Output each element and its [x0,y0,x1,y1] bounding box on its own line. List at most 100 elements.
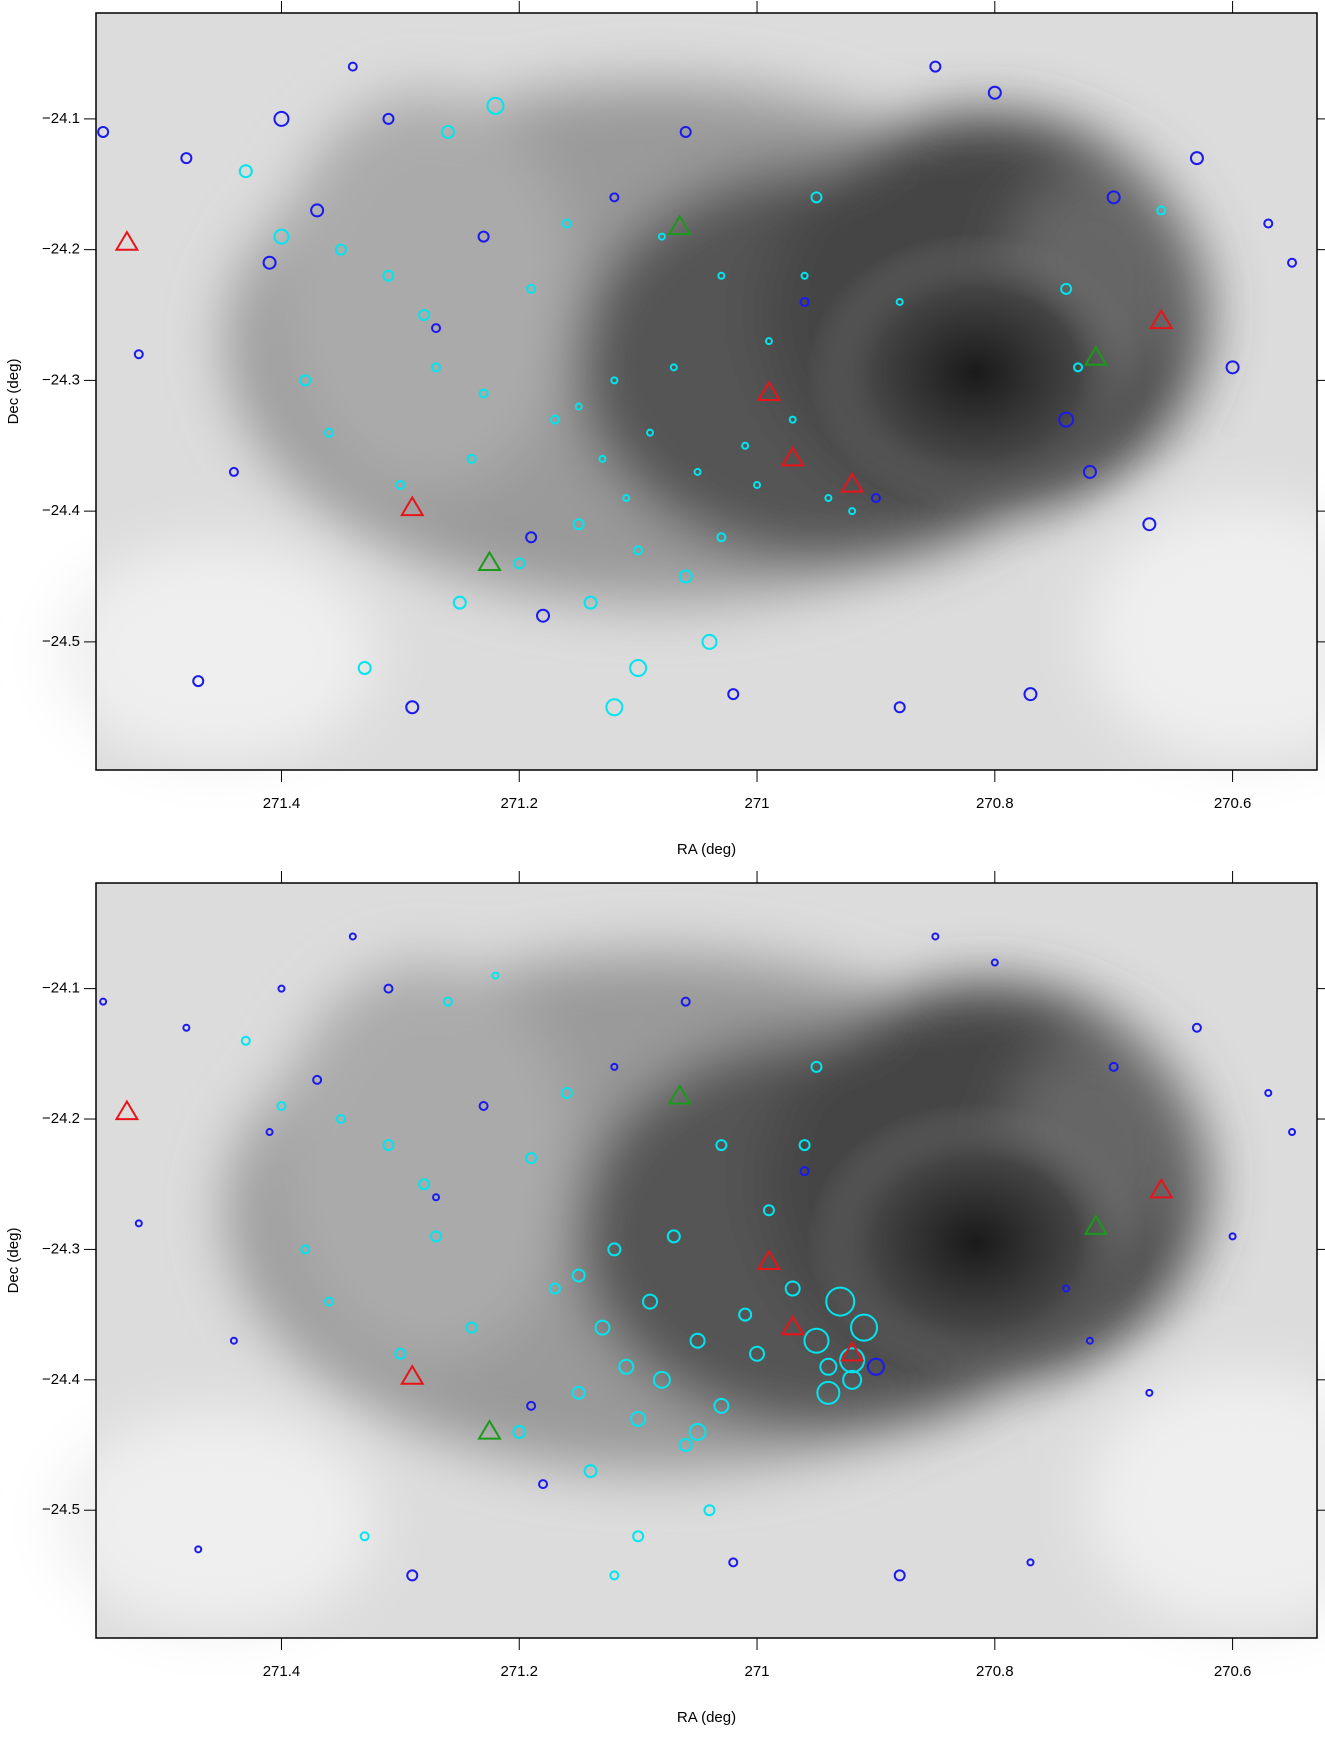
circle-marker [629,659,648,678]
circle-marker [452,595,467,610]
circle-marker [335,1114,346,1125]
circle-marker [1058,411,1075,428]
triangle-marker [667,214,692,236]
circle-marker [703,1504,716,1517]
circle-marker [418,309,431,322]
circle-marker [432,1193,441,1202]
triangle-marker [400,495,425,517]
x-tick-label: 271.2 [500,795,538,812]
circle-marker [799,1166,810,1177]
circle-marker [583,595,598,610]
circle-marker [893,1569,906,1582]
circle-marker [526,1400,537,1411]
circle-marker [839,1347,866,1374]
triangle-marker [114,1099,140,1121]
circle-marker [324,427,335,438]
circle-marker [895,297,904,306]
circle-marker [430,1230,443,1243]
circle-marker [1106,190,1121,205]
circle-marker [538,1479,549,1490]
circle-marker [689,1332,706,1349]
circle-marker [610,376,619,385]
y-tick-label: −24.5 [42,633,80,650]
circle-marker [525,1152,538,1165]
circle-marker [1189,151,1204,166]
circle-marker [194,1545,203,1554]
circle-marker [870,493,881,504]
triangle-marker [839,472,865,493]
background-image [56,883,1325,1638]
triangle-marker [1083,1214,1109,1235]
circle-marker [1287,257,1298,268]
circle-marker [605,698,624,717]
circle-marker [382,1139,395,1152]
circle-marker [678,1438,693,1453]
circle-marker [652,1370,671,1389]
circle-marker [1142,517,1157,532]
circle-marker [788,415,797,424]
triangle-marker [1149,1177,1174,1199]
circle-marker [610,1062,619,1071]
circle-marker [1062,1284,1071,1293]
circle-marker [348,932,357,941]
circle-marker [536,608,551,623]
circle-marker [526,283,537,294]
circle-marker [666,1229,681,1244]
circle-marker [334,243,347,256]
circle-marker [848,507,857,516]
circle-marker [1108,1061,1119,1072]
circle-marker [486,96,505,115]
x-tick-label: 271 [745,795,770,812]
circle-marker [394,1347,407,1360]
circle-marker [987,85,1002,100]
x-tick-label: 270.6 [1214,795,1252,812]
circle-marker [803,1327,830,1354]
circle-marker [1228,1232,1237,1241]
circle-marker [466,453,477,464]
circle-marker [571,1385,586,1400]
x-tick-label: 270.8 [976,795,1014,812]
circle-marker [630,1410,647,1427]
y-tick-label: −24.3 [42,371,80,388]
circle-marker [99,997,108,1006]
circle-marker [440,124,455,139]
circle-marker [893,701,906,714]
circle-marker [646,428,655,437]
circle-marker [669,363,678,372]
x-tick-label: 270.8 [976,1663,1014,1680]
circle-marker [310,203,325,218]
circle-marker [357,661,372,676]
circle-marker [800,271,809,280]
circle-marker [762,1204,775,1217]
circle-marker [583,1464,598,1479]
circle-marker [810,1060,823,1073]
circle-marker [657,232,666,241]
y-tick-label: −24.3 [42,1240,80,1257]
triangle-marker [400,1364,425,1385]
circle-marker [478,388,489,399]
y-tick-label: −24.1 [42,980,80,997]
circle-marker [418,1178,431,1191]
circle-marker [594,1319,611,1336]
circle-marker [228,466,239,477]
y-axis-label: Dec (deg) [5,359,22,425]
circle-marker [180,152,193,165]
triangle-marker [667,1083,692,1105]
circle-marker [324,1296,335,1307]
circle-marker [312,1074,323,1085]
circle-marker [1082,464,1097,479]
circle-marker [607,1242,622,1257]
y-tick-label: −24.2 [42,241,80,258]
triangle-marker [1149,308,1174,330]
circle-marker [679,125,692,138]
circle-marker [642,1293,659,1310]
y-tick-label: −24.4 [42,502,80,519]
circle-marker [1156,205,1167,216]
triangle-marker [1083,345,1109,366]
x-tick-label: 271.4 [263,795,301,812]
circle-marker [799,296,810,307]
circle-marker [273,228,290,245]
circle-marker [727,688,740,701]
circle-marker [382,269,395,282]
plot-area [97,60,1298,717]
